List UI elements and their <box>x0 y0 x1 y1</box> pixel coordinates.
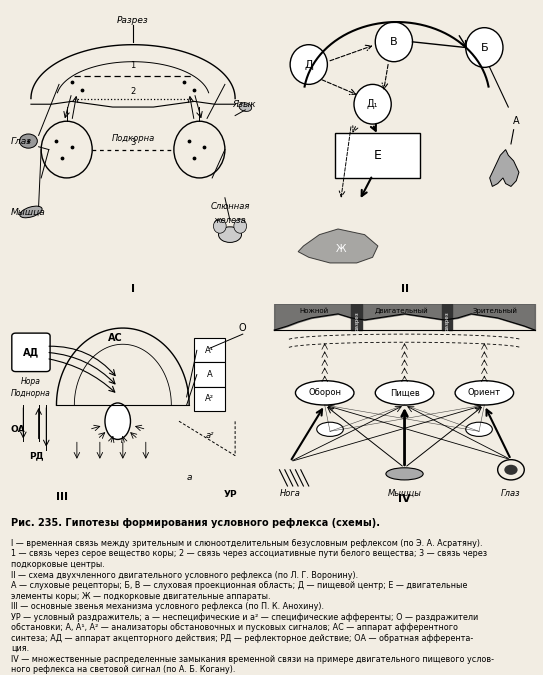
Circle shape <box>375 22 413 61</box>
Text: АД: АД <box>23 348 39 357</box>
Text: Ж: Ж <box>336 244 346 254</box>
Circle shape <box>466 28 503 68</box>
Text: О: О <box>239 323 247 333</box>
Circle shape <box>290 45 327 84</box>
Text: 1 — связь через серое вещество коры; 2 — связь через ассоциативные пути белого в: 1 — связь через серое вещество коры; 2 —… <box>11 549 487 558</box>
Circle shape <box>354 84 392 124</box>
Text: Мышцы: Мышцы <box>388 489 421 498</box>
Text: I — временная связь между зрительным и слюноотделительным безусловным рефлексом : I — временная связь между зрительным и с… <box>11 539 482 548</box>
Circle shape <box>213 219 226 233</box>
Text: Ориент: Ориент <box>468 388 501 398</box>
Text: IV — множественные распределенные замыкания временной связи на примере двигатель: IV — множественные распределенные замыка… <box>11 655 494 664</box>
Text: Ножной: Ножной <box>300 308 329 314</box>
Text: а: а <box>186 473 192 483</box>
Ellipse shape <box>105 403 130 439</box>
Polygon shape <box>298 229 378 263</box>
Text: Д₁: Д₁ <box>367 99 378 109</box>
Text: 3: 3 <box>130 138 136 146</box>
FancyBboxPatch shape <box>12 333 50 371</box>
Text: ОА: ОА <box>10 425 26 434</box>
Text: A: A <box>207 370 212 379</box>
Text: Нора: Нора <box>21 377 41 385</box>
Text: Глаз: Глаз <box>10 136 31 146</box>
Text: А — слуховые рецепторы; Б, В — слуховая проекционная область; Д — пищевой центр;: А — слуховые рецепторы; Б, В — слуховая … <box>11 581 467 590</box>
FancyBboxPatch shape <box>194 362 225 387</box>
Text: элементы коры; Ж — подкорковые двигательные аппараты.: элементы коры; Ж — подкорковые двигатель… <box>11 591 270 601</box>
Ellipse shape <box>317 423 343 437</box>
Text: обстановки; А, А¹, А² — анализаторы обстановочных и пусковых сигналов; АС — аппа: обстановки; А, А¹, А² — анализаторы обст… <box>11 623 458 632</box>
Text: А: А <box>513 116 520 126</box>
Text: Б: Б <box>481 43 488 53</box>
Ellipse shape <box>455 381 514 405</box>
Text: III — основные звенья механизма условного рефлекса (по П. К. Анохину).: III — основные звенья механизма условног… <box>11 602 324 611</box>
Text: Слюнная: Слюнная <box>210 202 250 211</box>
Text: В: В <box>390 37 397 47</box>
Text: Мышца: Мышца <box>10 207 45 217</box>
Text: Пищев: Пищев <box>390 388 419 398</box>
Text: Оборон: Оборон <box>308 388 341 398</box>
Text: II: II <box>401 284 408 294</box>
Text: 1: 1 <box>130 61 136 70</box>
Text: A¹: A¹ <box>205 346 214 355</box>
Text: A²: A² <box>205 394 214 404</box>
Text: IV: IV <box>398 494 411 504</box>
Text: УР: УР <box>223 489 237 499</box>
Ellipse shape <box>295 381 354 405</box>
Text: РД: РД <box>29 451 43 460</box>
Text: Е: Е <box>374 148 382 162</box>
Text: Поднорна: Поднорна <box>11 389 51 398</box>
Text: Подкорна: Подкорна <box>111 134 155 142</box>
FancyBboxPatch shape <box>194 338 225 362</box>
Text: 2: 2 <box>130 86 136 96</box>
Text: Глаз: Глаз <box>501 489 521 498</box>
Ellipse shape <box>375 381 434 405</box>
Text: a²: a² <box>205 431 214 440</box>
Polygon shape <box>490 150 519 186</box>
Text: Д: Д <box>305 59 313 70</box>
Text: железа: железа <box>213 216 247 225</box>
Text: Нога: Нога <box>280 489 301 498</box>
Ellipse shape <box>386 468 423 480</box>
Ellipse shape <box>239 103 251 111</box>
Circle shape <box>504 464 517 475</box>
Text: Язык: Язык <box>232 100 256 109</box>
Text: АС: АС <box>108 333 123 343</box>
Text: II — схема двухчленного двигательного условного рефлекса (по Л. Г. Воронину).: II — схема двухчленного двигательного ус… <box>11 570 358 580</box>
Text: синтеза; АД — аппарат акцепторного действия; РД — рефлекторное действие; ОА — об: синтеза; АД — аппарат акцепторного дейст… <box>11 634 473 643</box>
Text: Рис. 235. Гипотезы формирования условного рефлекса (схемы).: Рис. 235. Гипотезы формирования условног… <box>11 518 380 528</box>
Text: разрез: разрез <box>354 312 359 331</box>
Text: подкорковые центры.: подкорковые центры. <box>11 560 104 569</box>
Text: ного рефлекса на световой сигнал (по А. Б. Когану).: ного рефлекса на световой сигнал (по А. … <box>11 666 235 674</box>
FancyBboxPatch shape <box>194 387 225 411</box>
Text: III: III <box>55 492 67 502</box>
Text: УР — условный раздражитель; а — неспецифические и а² — специфические афференты; : УР — условный раздражитель; а — неспециф… <box>11 613 478 622</box>
Text: Двигательный: Двигательный <box>375 308 428 315</box>
Circle shape <box>234 219 247 233</box>
Ellipse shape <box>20 134 37 148</box>
Text: разрез: разрез <box>445 312 450 331</box>
Text: I: I <box>131 284 135 294</box>
Text: Зрительный: Зрительный <box>472 308 517 315</box>
Ellipse shape <box>466 423 493 437</box>
FancyBboxPatch shape <box>336 132 420 178</box>
Ellipse shape <box>20 206 42 218</box>
Text: Разрез: Разрез <box>117 16 149 26</box>
Text: ция.: ция. <box>11 644 29 653</box>
Ellipse shape <box>218 227 242 242</box>
